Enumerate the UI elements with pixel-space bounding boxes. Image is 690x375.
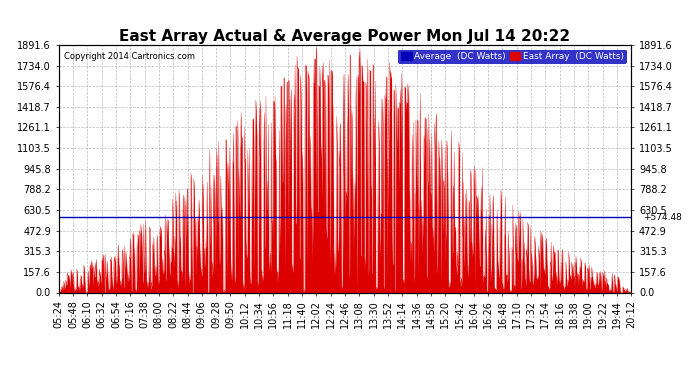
Title: East Array Actual & Average Power Mon Jul 14 20:22: East Array Actual & Average Power Mon Ju… xyxy=(119,29,571,44)
Text: Copyright 2014 Cartronics.com: Copyright 2014 Cartronics.com xyxy=(64,53,195,62)
Legend: Average  (DC Watts), East Array  (DC Watts): Average (DC Watts), East Array (DC Watts… xyxy=(398,50,627,64)
Text: +574.48: +574.48 xyxy=(643,213,682,222)
